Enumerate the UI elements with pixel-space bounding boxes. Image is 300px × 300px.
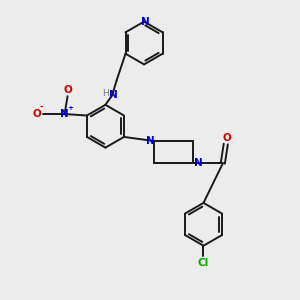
Text: N: N <box>141 16 150 27</box>
Text: H: H <box>102 89 109 98</box>
Text: O: O <box>32 109 41 119</box>
Text: N: N <box>194 158 203 168</box>
Text: +: + <box>68 105 74 111</box>
Text: O: O <box>63 85 72 95</box>
Text: N: N <box>109 90 118 100</box>
Text: O: O <box>223 133 232 142</box>
Text: N: N <box>146 136 154 146</box>
Text: -: - <box>39 103 43 112</box>
Text: N: N <box>60 109 69 119</box>
Text: Cl: Cl <box>198 258 209 268</box>
